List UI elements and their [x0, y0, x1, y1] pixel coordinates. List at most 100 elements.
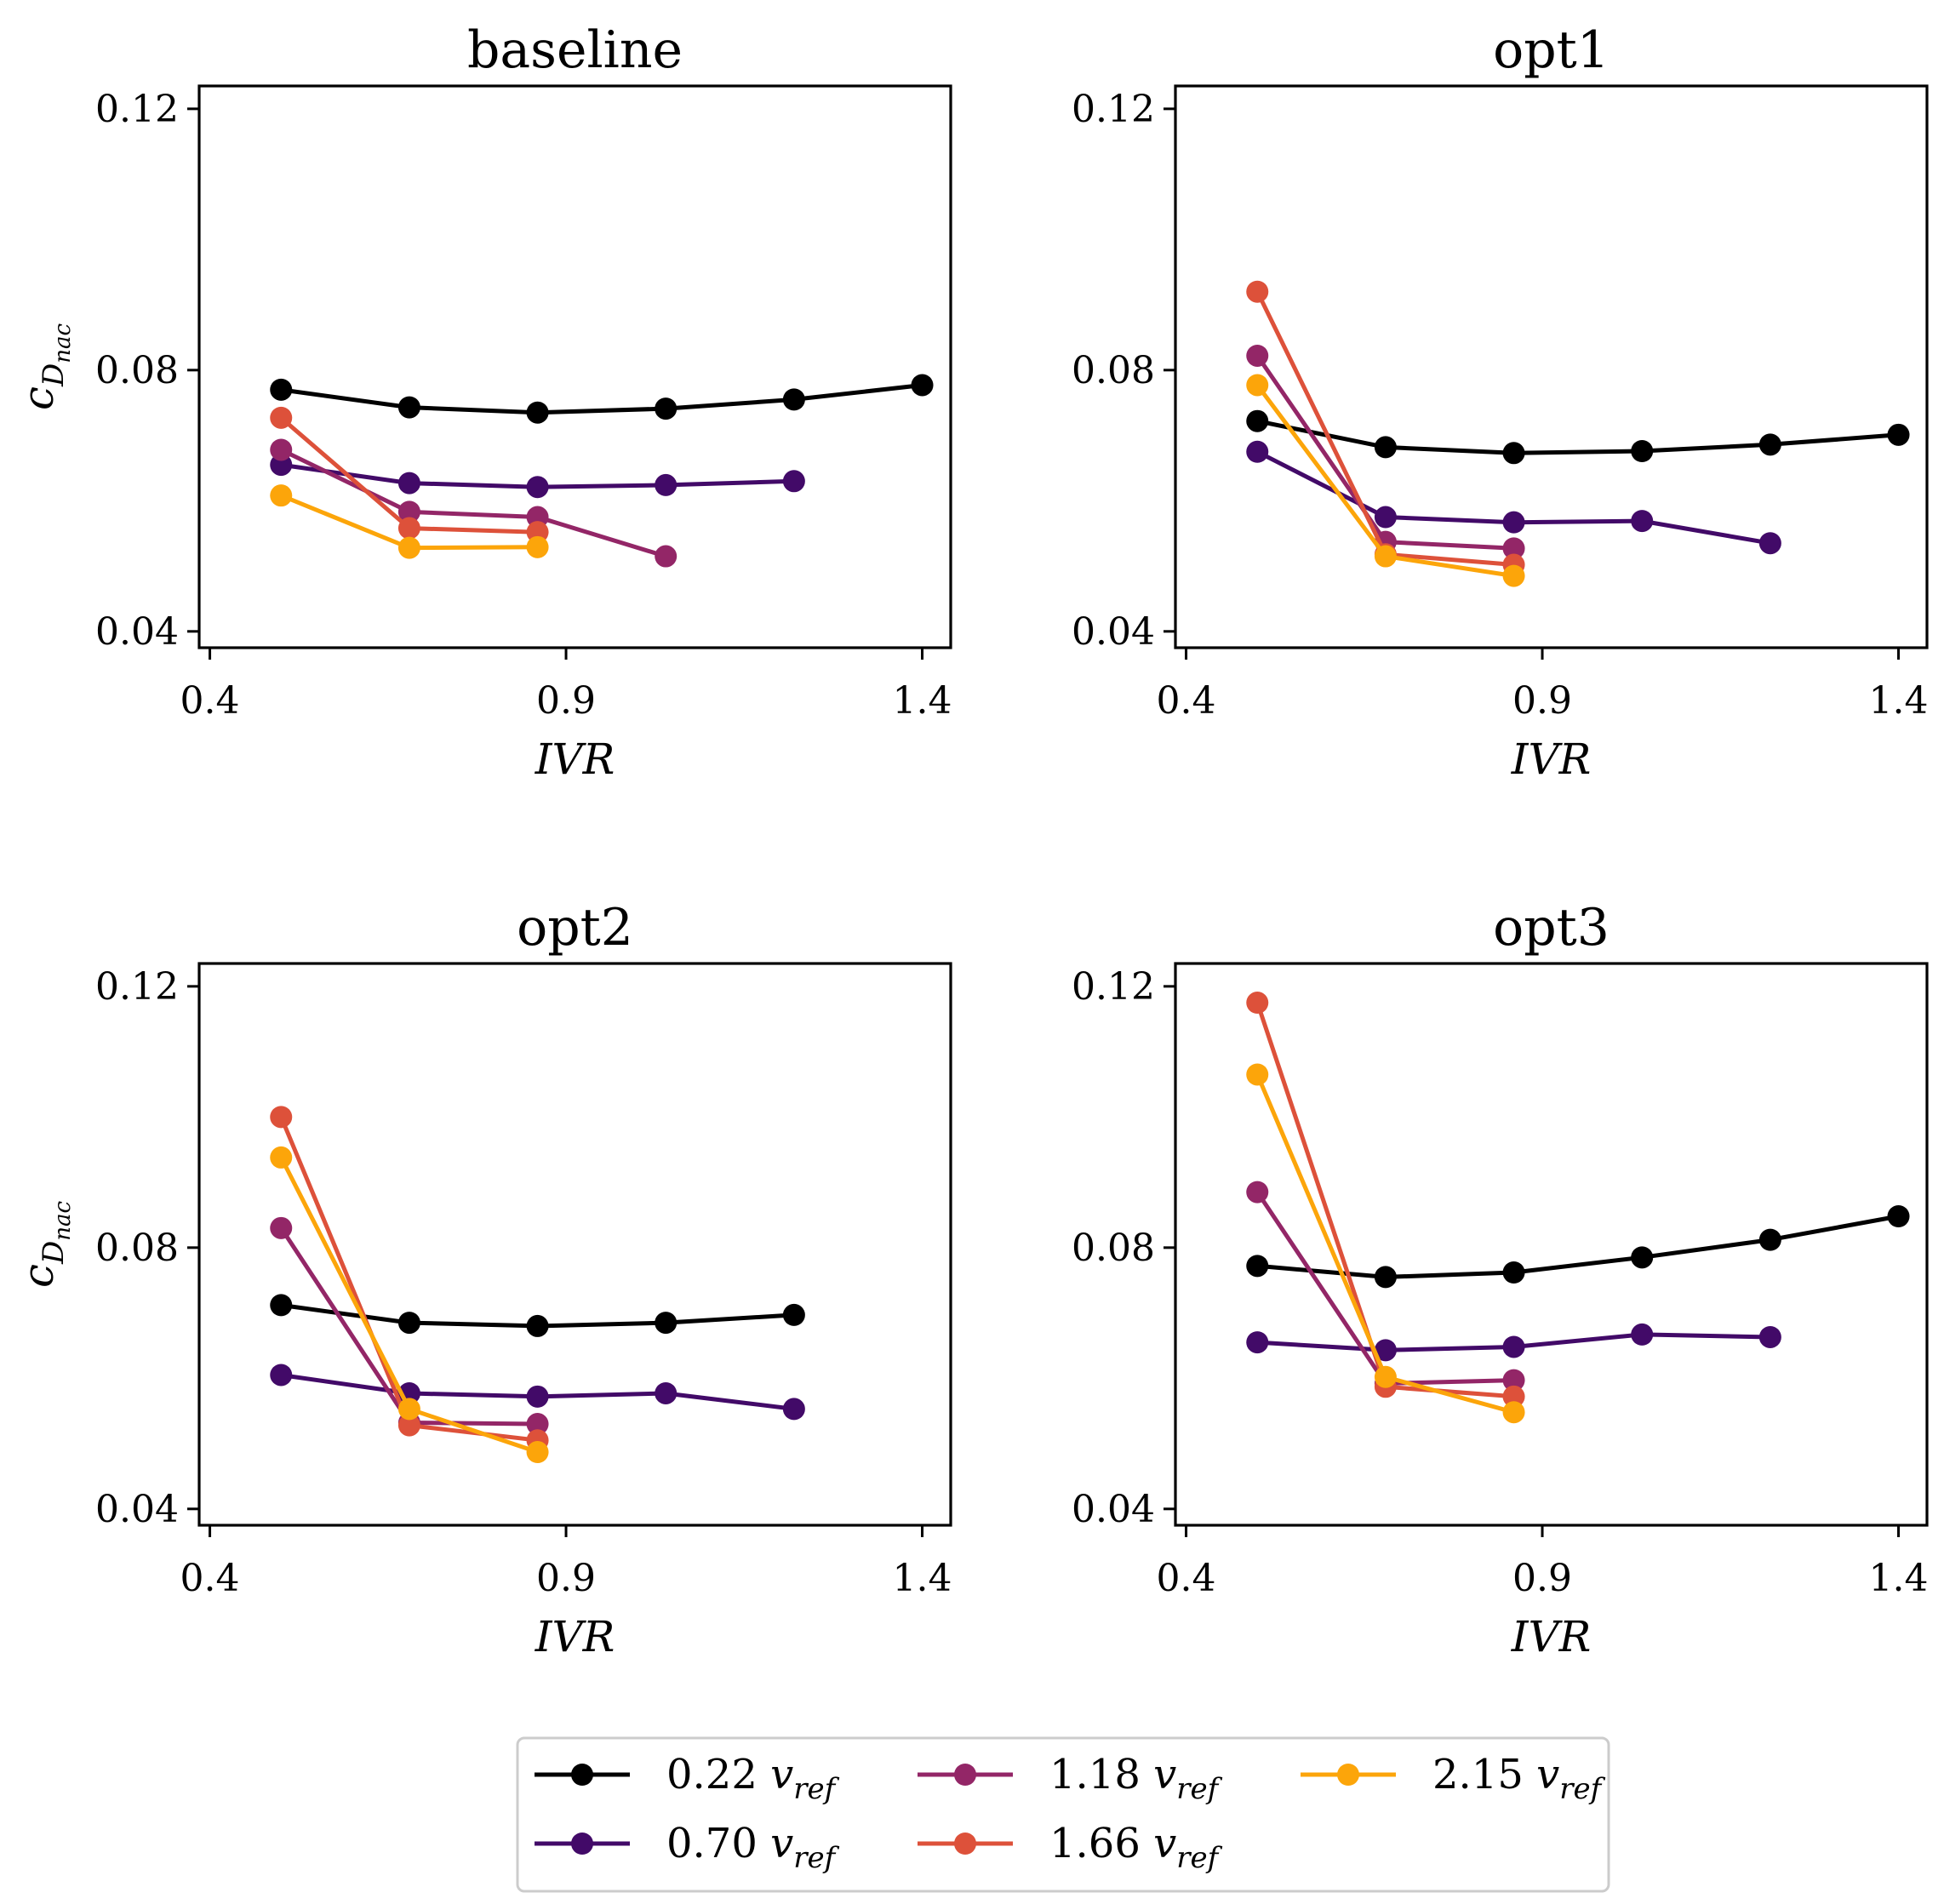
plot-frame-opt1: [1174, 84, 1929, 649]
legend-entry-3: 1.66 vref: [918, 1820, 1223, 1875]
point-baseline-0-22-v-ref-3: [655, 397, 678, 420]
point-opt3-0-22-v-ref-1: [1374, 1266, 1397, 1289]
point-opt1-0-22-v-ref-2: [1502, 442, 1525, 465]
x-tick-label-opt3-2: 1.4: [1869, 1557, 1929, 1600]
series-opt3-2-15-v-ref: [1246, 1063, 1525, 1424]
y-tick-label-opt3-0: 0.04: [1072, 1488, 1155, 1531]
y-axis-label-sub: D: [37, 1241, 71, 1265]
legend-label-3: 1.66 vref: [1049, 1820, 1223, 1875]
point-opt1-0-70-v-ref-4: [1758, 532, 1781, 555]
legend-sub: ref: [1559, 1772, 1605, 1806]
point-opt3-1-18-v-ref-2: [1502, 1369, 1525, 1392]
point-opt2-1-66-v-ref-0: [270, 1106, 293, 1129]
legend-var: v: [1153, 1751, 1176, 1798]
legend-marker-3: [954, 1833, 976, 1855]
x-tick-label-opt1-2: 1.4: [1869, 679, 1929, 723]
y-tick-label-baseline-1: 0.08: [95, 349, 179, 392]
point-baseline-1-66-v-ref-1: [397, 517, 420, 540]
legend-value: 2.15: [1432, 1751, 1536, 1798]
y-axis-label-subsub: nac: [50, 323, 76, 363]
series-line-opt3-1-66-v-ref: [1255, 1002, 1514, 1399]
point-baseline-0-70-v-ref-3: [655, 473, 678, 496]
series-opt1-0-70-v-ref: [1246, 440, 1781, 555]
legend-sub: ref: [793, 1841, 839, 1875]
series-baseline-2-15-v-ref: [270, 484, 549, 559]
legend-var: v: [770, 1820, 793, 1867]
point-opt1-0-22-v-ref-1: [1374, 436, 1397, 459]
point-opt3-2-15-v-ref-2: [1502, 1401, 1525, 1424]
x-tick-label-opt1-1: 0.9: [1512, 679, 1572, 723]
point-opt1-2-15-v-ref-0: [1246, 374, 1269, 397]
legend-marker-0: [571, 1764, 593, 1786]
point-opt2-0-22-v-ref-3: [655, 1312, 678, 1335]
point-opt2-2-15-v-ref-2: [526, 1441, 549, 1464]
point-baseline-0-70-v-ref-4: [782, 470, 805, 493]
legend-sub: ref: [1176, 1841, 1222, 1875]
series-opt1-0-22-v-ref: [1246, 409, 1910, 465]
y-tick-label-baseline-0: 0.04: [95, 610, 179, 654]
panel-title-baseline: baseline: [467, 20, 683, 80]
x-tick-label-baseline-1: 0.9: [536, 679, 596, 723]
x-axis-label-opt1: IVR: [1511, 735, 1592, 784]
panel-opt1: opt1 0.4 0.9 1.4 0.04 0.08 0.12 IVR: [1072, 20, 1929, 784]
y-tick-label-opt2-1: 0.08: [95, 1226, 179, 1270]
y-axis-label-base: c: [14, 386, 63, 410]
plot-frame-baseline: [197, 84, 952, 649]
x-tick-label-opt2-2: 1.4: [893, 1557, 952, 1600]
point-opt3-0-22-v-ref-0: [1246, 1255, 1269, 1278]
x-tick-label-opt3-0: 0.4: [1157, 1557, 1216, 1600]
point-opt2-2-15-v-ref-0: [270, 1146, 293, 1169]
point-opt2-0-22-v-ref-1: [397, 1312, 420, 1335]
point-opt1-2-15-v-ref-2: [1502, 564, 1525, 587]
point-opt3-0-22-v-ref-3: [1631, 1246, 1654, 1269]
series-opt3-0-22-v-ref: [1246, 1205, 1910, 1289]
legend-marker-1: [571, 1833, 593, 1855]
y-tick-label-opt2-0: 0.04: [95, 1488, 179, 1531]
point-opt2-0-22-v-ref-2: [526, 1314, 549, 1337]
y-axis-label-sub: D: [37, 363, 71, 387]
legend-value: 1.18: [1049, 1751, 1153, 1798]
point-opt1-1-18-v-ref-0: [1246, 344, 1269, 367]
point-baseline-0-22-v-ref-5: [911, 374, 934, 397]
point-opt2-0-70-v-ref-0: [270, 1364, 293, 1387]
point-baseline-0-22-v-ref-2: [526, 401, 549, 424]
series-baseline-0-22-v-ref: [270, 374, 934, 424]
legend-marker-4: [1337, 1764, 1359, 1786]
point-opt1-0-22-v-ref-3: [1631, 440, 1654, 462]
point-baseline-1-18-v-ref-0: [270, 438, 293, 461]
point-opt1-0-22-v-ref-4: [1758, 433, 1781, 456]
point-opt3-1-18-v-ref-0: [1246, 1181, 1269, 1204]
point-baseline-0-22-v-ref-1: [397, 396, 420, 419]
series-opt1-2-15-v-ref: [1246, 374, 1525, 587]
x-axis-label-baseline: IVR: [535, 735, 615, 784]
point-opt3-0-70-v-ref-0: [1246, 1331, 1269, 1354]
point-opt3-2-15-v-ref-1: [1374, 1365, 1397, 1388]
series-line-baseline-1-18-v-ref: [280, 448, 666, 558]
x-tick-label-opt2-1: 0.9: [536, 1557, 596, 1600]
panel-title-opt1: opt1: [1493, 20, 1610, 80]
point-opt1-1-18-v-ref-2: [1502, 537, 1525, 560]
y-tick-label-opt3-2: 0.12: [1072, 965, 1155, 1009]
point-opt2-0-70-v-ref-2: [526, 1385, 549, 1408]
legend-label-4: 2.15 vref: [1432, 1751, 1606, 1806]
plot-frame-opt2: [197, 962, 952, 1527]
legend-sub: ref: [793, 1772, 839, 1806]
x-axis-label-opt3: IVR: [1511, 1612, 1592, 1661]
legend-label-2: 1.18 vref: [1049, 1751, 1223, 1806]
panel-opt3: opt3 0.4 0.9 1.4 0.04 0.08 0.12 IVR: [1072, 898, 1929, 1661]
point-baseline-0-22-v-ref-0: [270, 378, 293, 401]
y-tick-label-opt2-2: 0.12: [95, 965, 179, 1009]
y-axis-label-opt2: cDnac: [14, 1201, 76, 1289]
legend-entry-0: 0.22 vref: [535, 1751, 840, 1806]
legend-entry-2: 1.18 vref: [918, 1751, 1223, 1806]
legend-label-1: 0.70 vref: [666, 1820, 840, 1875]
x-tick-label-baseline-0: 0.4: [180, 679, 240, 723]
y-axis-label-baseline: cDnac: [14, 323, 76, 411]
point-opt1-0-70-v-ref-0: [1246, 440, 1269, 463]
panel-baseline: baseline 0.4 0.9 1.4 0.04 0.08 0.12 IVR cDnac: [14, 20, 952, 784]
x-tick-label-opt2-0: 0.4: [180, 1557, 240, 1600]
point-opt1-2-15-v-ref-1: [1374, 545, 1397, 568]
x-axis-label-opt2: IVR: [535, 1612, 615, 1661]
legend-entry-1: 0.70 vref: [535, 1820, 840, 1875]
